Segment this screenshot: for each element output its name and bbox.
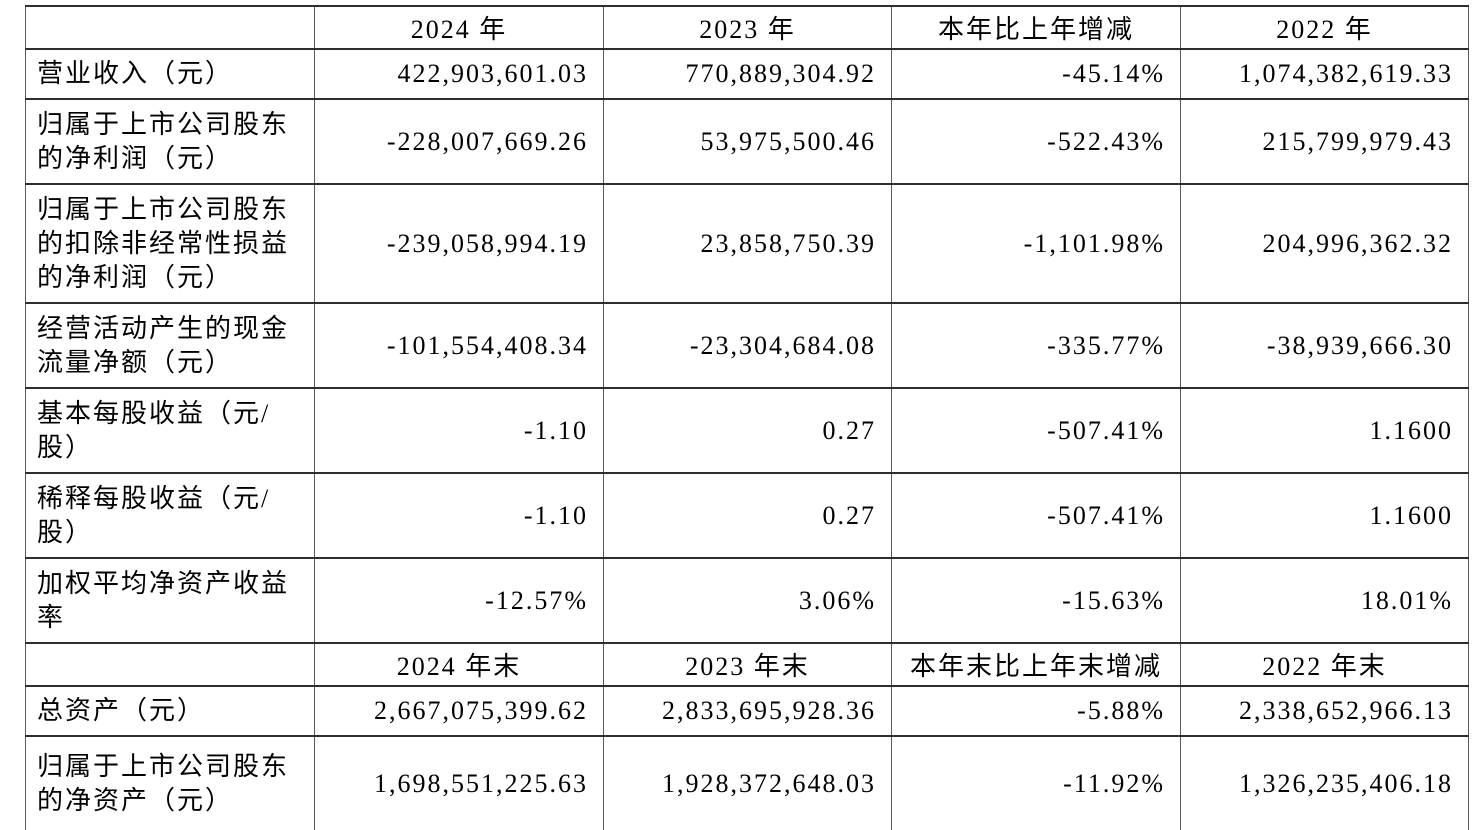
header-cell-2023: 2023 年	[603, 5, 892, 50]
header-cell-2022-end: 2022 年末	[1180, 642, 1469, 687]
cell-value-2022: 1,074,382,619.33	[1180, 48, 1469, 100]
row-operating-cash-flow: 经营活动产生的现金 流量净额（元） -101,554,408.34 -23,30…	[25, 302, 1469, 389]
cell-value-2022: 18.01%	[1180, 557, 1469, 644]
row-label: 加权平均净资产收益 率	[25, 557, 315, 644]
cell-value-2024: 2,667,075,399.62	[314, 685, 604, 737]
cell-value-change: -507.41%	[891, 472, 1181, 559]
cell-value-2023: 0.27	[603, 472, 892, 559]
row-label: 基本每股收益（元/ 股）	[25, 387, 315, 474]
cell-value-change: -507.41%	[891, 387, 1181, 474]
header-row-year-end: 2024 年末 2023 年末 本年末比上年末增减 2022 年末	[25, 642, 1469, 687]
header-blank-cell	[25, 642, 315, 687]
row-label: 营业收入（元）	[25, 48, 315, 100]
row-label: 归属于上市公司股东 的净利润（元）	[25, 98, 315, 185]
row-weighted-avg-roe: 加权平均净资产收益 率 -12.57% 3.06% -15.63% 18.01%	[25, 557, 1469, 644]
row-label: 归属于上市公司股东 的扣除非经常性损益 的净利润（元）	[25, 183, 315, 304]
cell-value-2024: -1.10	[314, 472, 604, 559]
header-cell-2024: 2024 年	[314, 5, 604, 50]
row-net-profit: 归属于上市公司股东 的净利润（元） -228,007,669.26 53,975…	[25, 98, 1469, 185]
header-cell-2022: 2022 年	[1180, 5, 1469, 50]
cell-value-2022: 1,326,235,406.18	[1180, 735, 1469, 830]
cell-value-change: -5.88%	[891, 685, 1181, 737]
financial-summary-table: 2024 年 2023 年 本年比上年增减 2022 年 营业收入（元） 422…	[25, 5, 1469, 830]
header-cell-yoy-change: 本年比上年增减	[891, 5, 1181, 50]
cell-value-2022: 204,996,362.32	[1180, 183, 1469, 304]
row-total-assets: 总资产（元） 2,667,075,399.62 2,833,695,928.36…	[25, 685, 1469, 737]
cell-value-2023: 770,889,304.92	[603, 48, 892, 100]
header-blank-cell	[25, 5, 315, 50]
cell-value-2024: -239,058,994.19	[314, 183, 604, 304]
cell-value-2022: 1.1600	[1180, 387, 1469, 474]
cell-value-2024: -228,007,669.26	[314, 98, 604, 185]
row-label: 经营活动产生的现金 流量净额（元）	[25, 302, 315, 389]
cell-value-2022: 1.1600	[1180, 472, 1469, 559]
header-cell-2023-end: 2023 年末	[603, 642, 892, 687]
cell-value-2022: 215,799,979.43	[1180, 98, 1469, 185]
row-revenue: 营业收入（元） 422,903,601.03 770,889,304.92 -4…	[25, 48, 1469, 100]
header-cell-yearend-change: 本年末比上年末增减	[891, 642, 1181, 687]
row-basic-eps: 基本每股收益（元/ 股） -1.10 0.27 -507.41% 1.1600	[25, 387, 1469, 474]
cell-value-change: -45.14%	[891, 48, 1181, 100]
cell-value-2024: -101,554,408.34	[314, 302, 604, 389]
cell-value-2023: 0.27	[603, 387, 892, 474]
row-net-assets: 归属于上市公司股东 的净资产（元） 1,698,551,225.63 1,928…	[25, 735, 1469, 830]
cell-value-2023: 53,975,500.46	[603, 98, 892, 185]
cell-value-change: -11.92%	[891, 735, 1181, 830]
row-net-profit-excl-nonrecurring: 归属于上市公司股东 的扣除非经常性损益 的净利润（元） -239,058,994…	[25, 183, 1469, 304]
cell-value-2023: 23,858,750.39	[603, 183, 892, 304]
header-cell-2024-end: 2024 年末	[314, 642, 604, 687]
cell-value-2023: 3.06%	[603, 557, 892, 644]
cell-value-change: -15.63%	[891, 557, 1181, 644]
cell-value-2023: 2,833,695,928.36	[603, 685, 892, 737]
cell-value-2023: -23,304,684.08	[603, 302, 892, 389]
cell-value-2024: -12.57%	[314, 557, 604, 644]
cell-value-2024: 422,903,601.03	[314, 48, 604, 100]
cell-value-change: -522.43%	[891, 98, 1181, 185]
header-row-annual: 2024 年 2023 年 本年比上年增减 2022 年	[25, 5, 1469, 50]
row-label: 稀释每股收益（元/ 股）	[25, 472, 315, 559]
cell-value-2022: -38,939,666.30	[1180, 302, 1469, 389]
cell-value-2023: 1,928,372,648.03	[603, 735, 892, 830]
row-label: 归属于上市公司股东 的净资产（元）	[25, 735, 315, 830]
cell-value-change: -1,101.98%	[891, 183, 1181, 304]
cell-value-2022: 2,338,652,966.13	[1180, 685, 1469, 737]
cell-value-change: -335.77%	[891, 302, 1181, 389]
cell-value-2024: -1.10	[314, 387, 604, 474]
row-diluted-eps: 稀释每股收益（元/ 股） -1.10 0.27 -507.41% 1.1600	[25, 472, 1469, 559]
cell-value-2024: 1,698,551,225.63	[314, 735, 604, 830]
row-label: 总资产（元）	[25, 685, 315, 737]
